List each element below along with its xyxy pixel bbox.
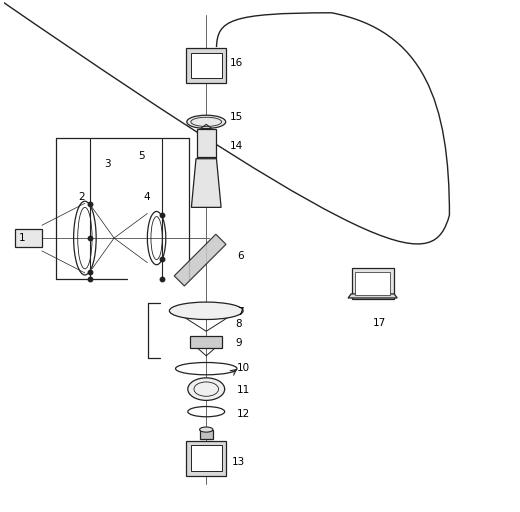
Bar [190, 336, 222, 348]
Text: 1: 1 [18, 233, 25, 243]
Text: 7: 7 [237, 307, 243, 317]
Text: 8: 8 [236, 319, 242, 329]
Bar [186, 441, 226, 476]
Bar [352, 268, 394, 299]
Text: 17: 17 [373, 317, 386, 328]
Ellipse shape [200, 427, 213, 432]
Bar [200, 430, 213, 439]
Text: 16: 16 [230, 58, 243, 69]
Bar [191, 53, 222, 78]
Polygon shape [348, 294, 397, 298]
Polygon shape [174, 234, 226, 286]
Bar [197, 129, 216, 158]
Text: 6: 6 [237, 251, 243, 261]
Bar [15, 229, 42, 247]
Bar [355, 272, 390, 295]
Ellipse shape [188, 378, 225, 400]
Text: 10: 10 [237, 362, 250, 373]
Text: 13: 13 [232, 457, 245, 467]
Text: 4: 4 [144, 192, 150, 202]
Text: 11: 11 [237, 385, 250, 395]
Text: 12: 12 [237, 409, 250, 419]
Text: 14: 14 [230, 141, 243, 151]
Bar [191, 445, 222, 471]
Polygon shape [191, 159, 221, 207]
Text: 5: 5 [138, 151, 145, 161]
Text: 9: 9 [236, 338, 242, 348]
Ellipse shape [170, 302, 243, 319]
Text: 3: 3 [104, 159, 110, 169]
Ellipse shape [187, 115, 226, 129]
Bar [186, 48, 226, 83]
Text: 15: 15 [230, 112, 243, 122]
Text: 2: 2 [78, 192, 85, 202]
